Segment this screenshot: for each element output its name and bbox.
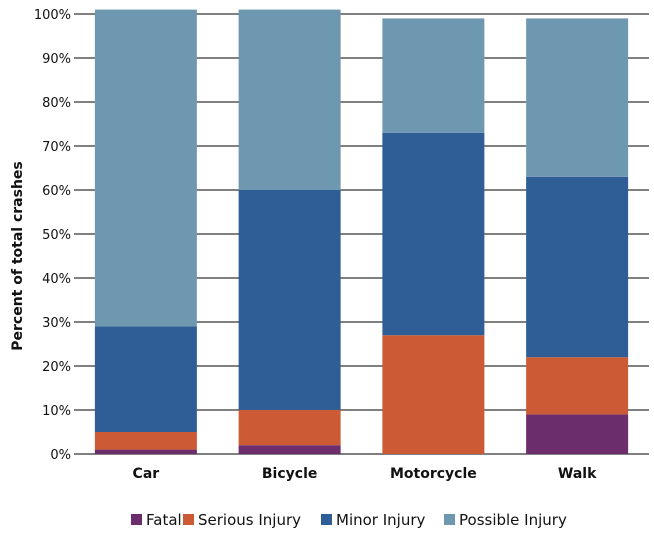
bar-segment-serious-injury-car bbox=[94, 432, 197, 450]
y-tick-label: 40% bbox=[42, 272, 71, 287]
bar-segment-possible-injury-motorcycle bbox=[382, 18, 485, 133]
bar-segment-fatal-car bbox=[94, 449, 197, 454]
bar-segment-minor-injury-bicycle bbox=[238, 190, 341, 410]
y-tick-label: 100% bbox=[34, 8, 71, 23]
y-tick-label: 30% bbox=[42, 316, 71, 331]
bar-segment-fatal-walk bbox=[526, 414, 629, 454]
y-tick-label: 80% bbox=[42, 96, 71, 111]
bar-segment-possible-injury-car bbox=[94, 9, 197, 327]
legend-swatch bbox=[131, 514, 142, 525]
x-category-label: Walk bbox=[558, 466, 597, 482]
x-category-label: Motorcycle bbox=[390, 466, 477, 482]
legend-label: Serious Injury bbox=[198, 511, 301, 529]
legend-label: Fatal bbox=[146, 511, 182, 529]
bar-segment-serious-injury-motorcycle bbox=[382, 335, 485, 454]
bar-segment-possible-injury-bicycle bbox=[238, 9, 341, 190]
y-tick-label: 50% bbox=[42, 228, 71, 243]
y-tick-label: 70% bbox=[42, 140, 71, 155]
bar-segment-minor-injury-motorcycle bbox=[382, 132, 485, 336]
y-tick-label: 10% bbox=[42, 404, 71, 419]
bar-segment-fatal-bicycle bbox=[238, 445, 341, 454]
y-tick-labels: 0% 10% 20% 30% 40% 50% 60% 70% 80% 90% 100% bbox=[34, 8, 71, 463]
legend: Fatal Serious Injury Minor Injury Possible … bbox=[131, 511, 567, 529]
x-category-label: Bicycle bbox=[262, 466, 318, 482]
y-tick-label: 90% bbox=[42, 52, 71, 67]
bar-segment-possible-injury-walk bbox=[526, 18, 629, 177]
legend-label: Possible Injury bbox=[459, 511, 567, 529]
bar-segment-minor-injury-walk bbox=[526, 176, 629, 358]
legend-swatch bbox=[183, 514, 194, 525]
bars bbox=[94, 9, 629, 454]
legend-label: Minor Injury bbox=[336, 511, 426, 529]
legend-swatch bbox=[444, 514, 455, 525]
bar-segment-minor-injury-car bbox=[94, 326, 197, 432]
y-tick-label: 0% bbox=[50, 448, 71, 463]
legend-swatch bbox=[321, 514, 332, 525]
bar-segment-serious-injury-bicycle bbox=[238, 410, 341, 446]
y-tick-label: 60% bbox=[42, 184, 71, 199]
x-category-labels: Car Bicycle Motorcycle Walk bbox=[133, 466, 598, 482]
y-tick-label: 20% bbox=[42, 360, 71, 375]
x-category-label: Car bbox=[133, 466, 160, 482]
y-axis-title: Percent of total crashes bbox=[10, 161, 26, 350]
bar-segment-serious-injury-walk bbox=[526, 357, 629, 415]
